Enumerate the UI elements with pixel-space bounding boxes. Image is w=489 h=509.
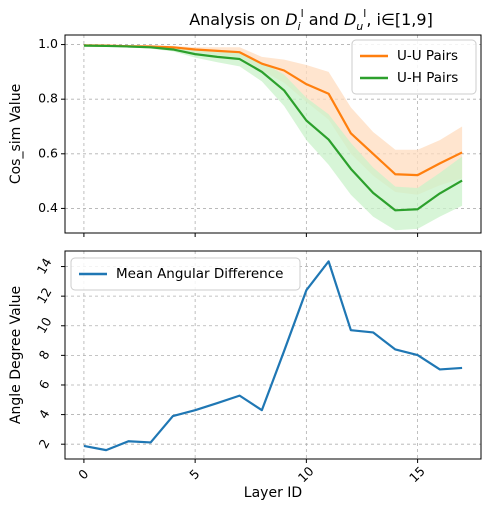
x-tick-label: 10 — [295, 463, 317, 485]
legend-box — [70, 257, 301, 291]
axes-frame — [64, 34, 482, 234]
title-sup-2: l — [363, 7, 366, 20]
x-tick-label: 5 — [186, 466, 202, 482]
legend-box — [351, 39, 477, 95]
y-tick-label: 6 — [36, 377, 53, 391]
title-conj: and — [304, 10, 344, 29]
y-tick-label: 0.6 — [38, 145, 58, 160]
title-suffix: , i∈[1,9] — [366, 10, 432, 29]
y-axis-label: Angle Degree Value — [8, 286, 24, 424]
y-axis-label: Cos_sim Value — [8, 84, 24, 184]
y-tick-label: 8 — [36, 348, 53, 362]
y-tick-label: 12 — [34, 285, 55, 306]
title-sub-2: u — [356, 20, 363, 33]
x-tick-label: 0 — [75, 466, 91, 482]
y-tick-label: 10 — [34, 315, 55, 336]
series-line-2 — [83, 44, 463, 212]
title-symbol-2: D — [344, 10, 356, 29]
title-sub-1: i — [298, 20, 301, 33]
x-tick-label: 15 — [406, 463, 428, 485]
cos-sim-panel: 0.4 0.6 0.8 1.0 Cos_sim Value U-U Pairs U-H Pa… — [8, 34, 482, 237]
legend: Mean Angular Difference — [70, 257, 301, 291]
y-tick-label: 2 — [36, 437, 53, 451]
title-prefix: Analysis on — [189, 10, 285, 29]
series-line-1 — [83, 260, 463, 452]
legend-label-1: U-U Pairs — [397, 48, 458, 64]
legend: U-U Pairs U-H Pairs — [351, 39, 477, 95]
svg-text:Analysis on Dil and Dul, i∈[1,: Analysis on Dil and Dul, i∈[1,9] — [189, 7, 433, 33]
y-tick-label: 0.4 — [38, 200, 58, 215]
y-tick-label: 4 — [36, 407, 53, 421]
chart-title: Analysis on Dil and Dul, i∈[1,9] — [189, 7, 433, 33]
title-symbol-1: D — [285, 10, 297, 29]
confidence-band-1 — [83, 45, 463, 195]
title-sup-1: l — [301, 7, 304, 20]
confidence-band-2 — [83, 45, 463, 231]
legend-label-2: U-H Pairs — [397, 70, 458, 86]
y-tick-label: 0.8 — [38, 91, 58, 106]
y-tick-label: 1.0 — [38, 36, 58, 51]
x-axis-label: Layer ID — [244, 485, 302, 501]
angle-panel: 2 4 6 8 10 12 14 0 5 10 15 Angle Degree Value Layer … — [8, 250, 482, 501]
legend-label-1: Mean Angular Difference — [116, 266, 283, 282]
y-tick-label: 14 — [34, 255, 55, 276]
